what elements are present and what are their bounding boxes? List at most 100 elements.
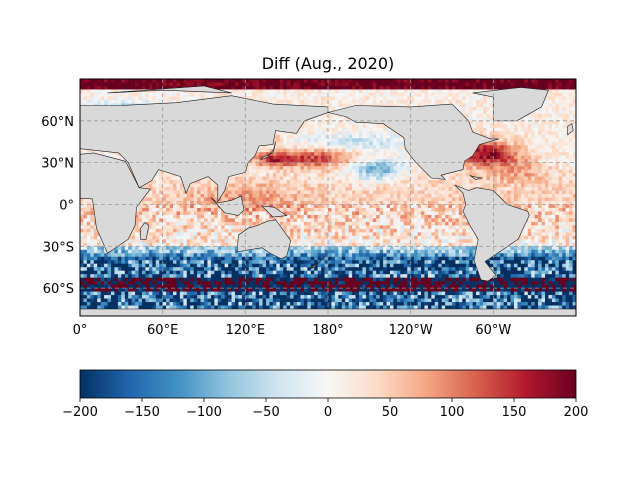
heatmap-cell (372, 190, 377, 195)
heatmap-cell (390, 82, 394, 87)
heatmap-cell (376, 134, 380, 139)
heatmap-cell (507, 194, 511, 198)
heatmap-cell (517, 162, 522, 167)
heatmap-cell (328, 148, 332, 153)
heatmap-cell (534, 190, 539, 195)
heatmap-cell (369, 194, 374, 198)
heatmap-cell (438, 89, 442, 94)
heatmap-cell (562, 99, 566, 104)
heatmap-cell (386, 145, 391, 150)
heatmap-cell (551, 134, 556, 139)
heatmap-cell (197, 194, 201, 198)
heatmap-cell (355, 131, 360, 136)
heatmap-cell (527, 124, 532, 129)
heatmap-cell (345, 159, 349, 163)
heatmap-cell (520, 120, 525, 125)
heatmap-cell (572, 103, 576, 108)
heatmap-cell (204, 96, 208, 101)
heatmap-cell (117, 79, 122, 83)
heatmap-cell (176, 180, 181, 184)
heatmap-cell (514, 194, 518, 198)
heatmap-cell (317, 103, 322, 108)
heatmap-cell (390, 99, 394, 104)
heatmap-cell (534, 194, 539, 198)
heatmap-cell (159, 183, 163, 188)
heatmap-cell (514, 159, 518, 163)
heatmap-cell (400, 79, 405, 83)
heatmap-cell (286, 134, 291, 139)
heatmap-cell (348, 155, 353, 160)
heatmap-cell (500, 82, 504, 87)
heatmap-cell (314, 194, 318, 198)
heatmap-cell (472, 173, 477, 177)
heatmap-cell (117, 155, 122, 160)
heatmap-cell (569, 92, 573, 97)
heatmap-cell (462, 162, 467, 167)
heatmap-cell (403, 162, 408, 167)
heatmap-cell (348, 159, 353, 163)
heatmap-cell (555, 180, 560, 184)
heatmap-cell (372, 85, 377, 90)
heatmap-cell (321, 103, 325, 108)
heatmap-cell (517, 79, 522, 83)
heatmap-cell (414, 92, 418, 97)
heatmap-cell (386, 92, 391, 97)
heatmap-cell (338, 113, 343, 118)
heatmap-cell (269, 148, 274, 153)
heatmap-cell (328, 117, 332, 122)
heatmap-cell (345, 89, 349, 94)
heatmap-cell (324, 141, 329, 146)
heatmap-cell (300, 134, 305, 139)
heatmap-cell (334, 145, 339, 150)
heatmap-cell (210, 190, 215, 195)
heatmap-cell (324, 187, 329, 191)
heatmap-cell (379, 85, 384, 90)
heatmap-cell (269, 183, 274, 188)
heatmap-cell (510, 145, 515, 150)
heatmap-cell (207, 180, 212, 184)
heatmap-cell (479, 180, 484, 184)
heatmap-cell (334, 183, 339, 188)
heatmap-cell (572, 134, 576, 139)
heatmap-cell (376, 92, 380, 97)
heatmap-cell (572, 183, 576, 188)
heatmap-cell (527, 131, 532, 136)
heatmap-cell (362, 190, 367, 195)
heatmap-cell (266, 162, 270, 167)
heatmap-cell (493, 85, 498, 90)
heatmap-cell (379, 180, 384, 184)
heatmap-cell (465, 113, 470, 118)
heatmap-cell (455, 187, 460, 191)
heatmap-cell (341, 82, 346, 87)
heatmap-cell (348, 131, 353, 136)
heatmap-cell (307, 152, 312, 156)
heatmap-cell (558, 131, 563, 136)
heatmap-cell (410, 180, 415, 184)
heatmap-cell (290, 173, 294, 177)
heatmap-cell (500, 148, 504, 153)
heatmap-cell (279, 155, 284, 160)
heatmap-cell (328, 183, 332, 188)
heatmap-cell (276, 82, 281, 87)
heatmap-cell (166, 183, 170, 188)
heatmap-cell (138, 99, 143, 104)
heatmap-cell (400, 99, 405, 104)
heatmap-cell (159, 176, 163, 181)
heatmap-cell (293, 89, 298, 94)
heatmap-cell (231, 85, 236, 90)
heatmap-cell (162, 79, 167, 83)
heatmap-cell (386, 152, 391, 156)
heatmap-cell (93, 85, 98, 90)
heatmap-cell (266, 85, 270, 90)
heatmap-cell (524, 176, 529, 181)
heatmap-cell (558, 79, 563, 83)
heatmap-cell (565, 89, 570, 94)
heatmap-cell (307, 183, 312, 188)
heatmap-cell (379, 145, 384, 150)
heatmap-cell (555, 113, 560, 118)
heatmap-cell (231, 190, 236, 195)
heatmap-cell (173, 99, 177, 104)
heatmap-cell (365, 82, 370, 87)
heatmap-cell (486, 148, 491, 153)
heatmap-cell (314, 159, 318, 163)
